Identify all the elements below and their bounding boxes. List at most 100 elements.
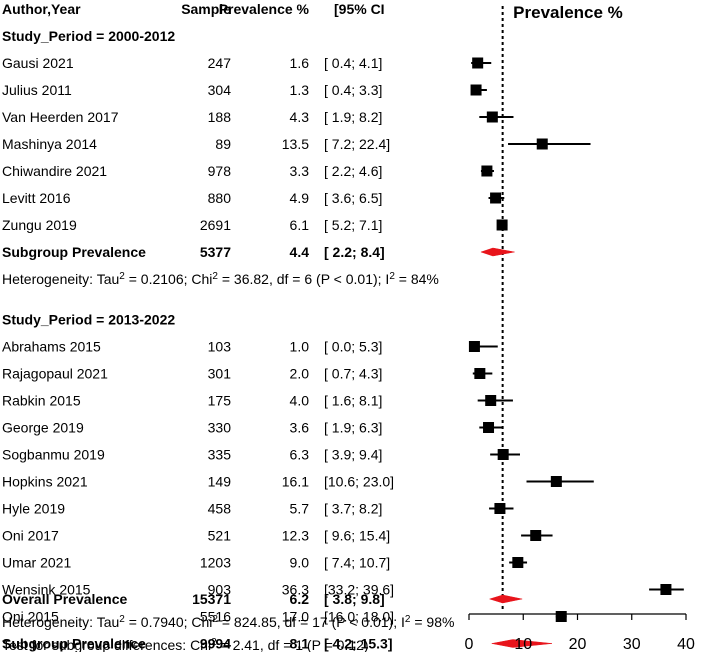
heterogeneity-text-part: = 84% bbox=[395, 271, 439, 287]
effect-square bbox=[496, 219, 508, 231]
subgroup-sample: 5377 bbox=[200, 244, 231, 260]
study-prevalence: 13.5 bbox=[282, 136, 309, 152]
study-prevalence: 3.6 bbox=[290, 420, 310, 436]
study-name: Umar 2021 bbox=[2, 555, 71, 571]
study-sample: 5516 bbox=[200, 609, 231, 625]
header-sample: Sample bbox=[181, 1, 231, 17]
study-prevalence: 1.6 bbox=[290, 55, 310, 71]
study-sample: 330 bbox=[208, 420, 232, 436]
study-name: Abrahams 2015 bbox=[2, 339, 101, 355]
study-name: Sogbanmu 2019 bbox=[2, 447, 105, 463]
effect-square bbox=[497, 449, 509, 460]
study-prevalence: 4.0 bbox=[290, 393, 310, 409]
study-sample: 103 bbox=[208, 339, 232, 355]
study-ci: [ 7.2; 22.4] bbox=[324, 136, 390, 152]
study-ci: [ 1.9; 8.2] bbox=[324, 109, 382, 125]
study-name: Zungu 2019 bbox=[2, 217, 77, 233]
study-sample: 188 bbox=[208, 109, 232, 125]
subgroup-label: Subgroup Prevalence bbox=[2, 244, 146, 260]
group-label: Study_Period = 2000-2012 bbox=[2, 28, 175, 44]
superscript-2: 2 bbox=[211, 637, 217, 648]
study-ci: [ 1.6; 8.1] bbox=[324, 393, 382, 409]
x-tick-label: 30 bbox=[623, 636, 641, 652]
study-ci: [ 7.4; 10.7] bbox=[324, 555, 390, 571]
subgroup-diamond bbox=[480, 247, 515, 257]
study-ci: [ 2.2; 4.6] bbox=[324, 163, 382, 179]
study-prevalence: 5.7 bbox=[290, 501, 310, 517]
study-ci: [16.0; 18.0] bbox=[324, 609, 394, 625]
group-label: Study_Period = 2013-2022 bbox=[2, 312, 175, 328]
effect-square bbox=[485, 395, 497, 406]
study-sample: 301 bbox=[208, 366, 232, 382]
study-name: Chiwandire 2021 bbox=[2, 163, 107, 179]
effect-square bbox=[550, 476, 562, 487]
study-ci: [ 1.9; 6.3] bbox=[324, 420, 382, 436]
effect-square bbox=[474, 368, 486, 379]
study-prevalence: 12.3 bbox=[282, 528, 309, 544]
study-sample: 335 bbox=[208, 447, 232, 463]
study-prevalence: 9.0 bbox=[290, 555, 310, 571]
superscript-2: 2 bbox=[389, 271, 395, 282]
study-name: Hopkins 2021 bbox=[2, 474, 88, 490]
superscript-2: 2 bbox=[405, 614, 411, 625]
subgroup-test-text: Test for subgroup differences: Chi2 = 2.… bbox=[2, 637, 369, 652]
effect-square bbox=[660, 584, 672, 595]
subgroup-diamond bbox=[491, 639, 553, 648]
study-sample: 149 bbox=[208, 474, 232, 490]
effect-square bbox=[494, 503, 506, 514]
study-name: Oni 2017 bbox=[2, 528, 59, 544]
study-sample: 458 bbox=[208, 501, 232, 517]
heterogeneity-text: Heterogeneity: Tau2 = 0.2106; Chi2 = 36.… bbox=[2, 271, 439, 288]
header-ci: [95% CI bbox=[334, 1, 385, 17]
study-prevalence: 4.9 bbox=[290, 190, 310, 206]
heterogeneity-text-part: Heterogeneity: Tau bbox=[2, 271, 119, 287]
overall-heterogeneity-text: Heterogeneity: Tau2 = 0.7940; Chi2 = 824… bbox=[2, 614, 454, 631]
study-name: Van Heerden 2017 bbox=[2, 109, 119, 125]
study-prevalence: 1.3 bbox=[290, 82, 310, 98]
subgroup-test-text-part: Test for subgroup differences: Chi bbox=[2, 637, 211, 652]
effect-square bbox=[472, 57, 484, 69]
study-prevalence: 6.1 bbox=[290, 217, 310, 233]
study-sample: 1203 bbox=[200, 555, 231, 571]
overall-heterogeneity-text-part: = 98% bbox=[410, 614, 454, 630]
subgroup-prevalence: 4.4 bbox=[290, 244, 310, 260]
study-ci: [ 3.6; 6.5] bbox=[324, 190, 382, 206]
study-sample: 880 bbox=[208, 190, 232, 206]
study-prevalence: 3.3 bbox=[290, 163, 310, 179]
effect-square bbox=[536, 138, 548, 150]
study-ci: [ 0.0; 5.3] bbox=[324, 339, 382, 355]
study-name: Hyle 2019 bbox=[2, 501, 65, 517]
x-tick-label: 10 bbox=[514, 636, 532, 652]
study-name: Julius 2011 bbox=[2, 82, 72, 98]
study-prevalence: 1.0 bbox=[290, 339, 310, 355]
effect-square bbox=[486, 111, 498, 123]
effect-square bbox=[481, 165, 493, 177]
study-name: Mashinya 2014 bbox=[2, 136, 97, 152]
x-tick-label: 20 bbox=[569, 636, 587, 652]
study-name: Levitt 2016 bbox=[2, 190, 71, 206]
study-prevalence: 2.0 bbox=[290, 366, 310, 382]
effect-square bbox=[530, 530, 542, 541]
study-ci: [ 9.6; 15.4] bbox=[324, 528, 390, 544]
study-ci: [ 0.4; 4.1] bbox=[324, 55, 382, 71]
x-tick-label: 40 bbox=[677, 636, 695, 652]
study-prevalence: 36.3 bbox=[282, 582, 309, 598]
study-ci: [ 0.7; 4.3] bbox=[324, 366, 382, 382]
study-sample: 175 bbox=[208, 393, 232, 409]
study-sample: 521 bbox=[208, 528, 232, 544]
subgroup-ci: [ 4.2; 15.3] bbox=[324, 636, 392, 652]
effect-square bbox=[555, 611, 567, 622]
superscript-2: 2 bbox=[212, 614, 218, 625]
effect-square bbox=[512, 557, 524, 568]
study-name: Rabkin 2015 bbox=[2, 393, 81, 409]
subgroup-ci: [ 2.2; 8.4] bbox=[324, 244, 385, 260]
header-study: Author,Year bbox=[2, 1, 81, 17]
overall-heterogeneity-text-part: Heterogeneity: Tau bbox=[2, 614, 119, 630]
overall-sample: 15371 bbox=[192, 591, 231, 607]
study-sample: 247 bbox=[208, 55, 232, 71]
study-name: Oni 2015 bbox=[2, 609, 59, 625]
overall-prevalence: 6.2 bbox=[290, 591, 310, 607]
study-name: Wensink 2015 bbox=[2, 582, 91, 598]
plot-title: Prevalence % bbox=[513, 3, 623, 22]
